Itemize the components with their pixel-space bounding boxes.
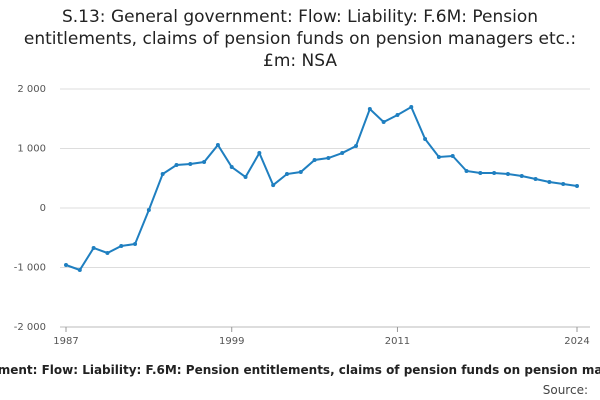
point	[436, 155, 441, 160]
point	[450, 153, 455, 158]
point	[505, 172, 510, 177]
point	[381, 120, 386, 125]
point	[354, 144, 359, 149]
point	[64, 263, 68, 268]
chart-title: S.13: General government: Flow: Liabilit…	[23, 7, 577, 71]
point	[409, 105, 414, 110]
point	[340, 151, 345, 156]
point	[326, 156, 331, 161]
point	[133, 241, 138, 246]
x-tick-label: 1999	[219, 336, 244, 347]
point	[243, 175, 248, 180]
point	[160, 172, 165, 177]
y-tick-label: 1 000	[17, 144, 46, 155]
point	[188, 162, 193, 167]
x-tick-label: 1987	[53, 336, 78, 347]
point	[91, 245, 96, 250]
point	[77, 267, 82, 272]
source-label: Source:	[542, 383, 588, 397]
point	[174, 162, 179, 167]
point	[202, 160, 207, 165]
point	[284, 172, 289, 177]
point	[561, 182, 566, 187]
point	[519, 173, 524, 178]
point	[229, 165, 234, 170]
point	[423, 136, 428, 141]
point	[271, 183, 276, 188]
series-line	[65, 105, 578, 272]
footer-text: S.13: General government: Flow: Liabilit…	[0, 363, 600, 377]
footer: S.13: General government: Flow: Liabilit…	[0, 363, 600, 381]
point	[547, 179, 552, 184]
chart: -2 000 -1 000 0 1 000 2 000 1987 1999 2011 2024	[14, 84, 590, 347]
x-tick-label: 2011	[385, 336, 410, 347]
y-tick-label: 2 000	[17, 84, 46, 95]
point	[367, 106, 372, 111]
point	[312, 157, 317, 162]
point	[298, 170, 303, 175]
point	[533, 177, 538, 182]
point	[464, 168, 469, 173]
x-tick-label: 2024	[564, 336, 589, 347]
point	[492, 171, 497, 176]
point	[146, 208, 151, 213]
y-tick-label: -2 000	[14, 322, 46, 333]
point	[119, 244, 124, 249]
point	[257, 151, 262, 156]
point	[395, 113, 400, 118]
y-tick-label: 0	[40, 203, 46, 214]
point	[215, 142, 220, 147]
y-tick-label: -1 000	[14, 263, 46, 274]
point	[575, 183, 579, 188]
point	[105, 250, 110, 255]
point	[478, 171, 483, 176]
